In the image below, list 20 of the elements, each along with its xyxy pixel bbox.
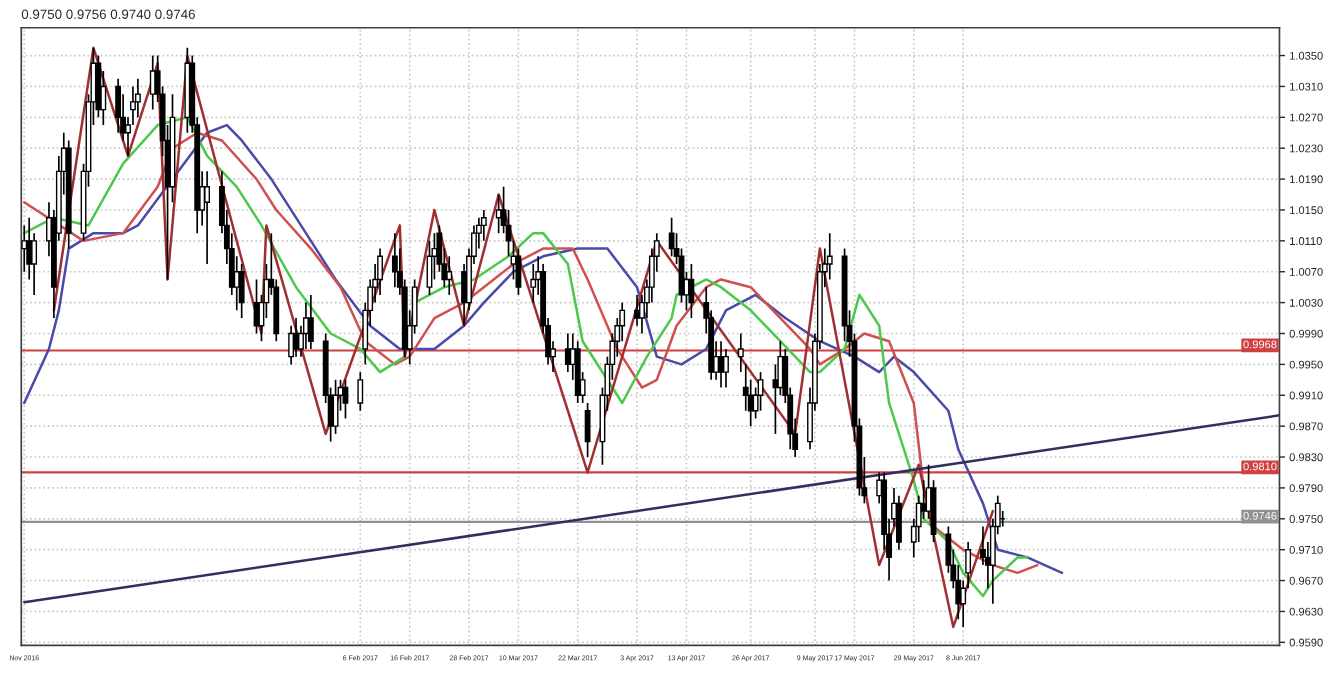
- candlestick: [95, 54, 102, 119]
- candlestick: [826, 232, 833, 281]
- candlestick: [723, 348, 729, 389]
- candlestick: [204, 170, 211, 265]
- candlestick: [288, 324, 295, 366]
- candlestick: [574, 340, 581, 404]
- candlestick: [688, 263, 695, 319]
- candlestick: [115, 77, 122, 134]
- candlestick: [391, 232, 398, 289]
- candlestick: [307, 294, 314, 350]
- candlestick: [238, 263, 245, 319]
- candlestick: [896, 494, 902, 551]
- candlestick: [357, 371, 364, 412]
- candlestick: [530, 263, 537, 304]
- candlestick: [480, 209, 487, 242]
- candlestick: [134, 77, 141, 119]
- candlestick: [668, 216, 675, 258]
- candlestick: [377, 247, 383, 296]
- candlestick: [446, 255, 453, 296]
- candlestick: [584, 402, 591, 458]
